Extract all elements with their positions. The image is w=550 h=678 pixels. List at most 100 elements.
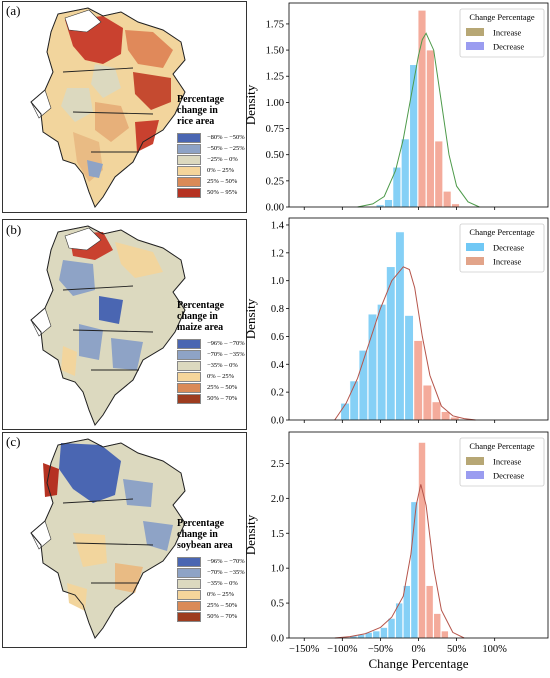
bar — [349, 380, 359, 421]
y-tick-label: 2.0 — [271, 494, 284, 505]
y-tick-label: 1.50 — [266, 46, 284, 57]
chart-legend-label: Decrease — [493, 243, 524, 253]
panel-letter-c: (c) — [6, 434, 21, 449]
chart-legend-label: Increase — [493, 457, 522, 467]
y-tick-label: 1.0 — [271, 276, 284, 287]
bar — [401, 138, 410, 208]
bar — [364, 632, 373, 639]
legend-item: −50% – −25% — [177, 143, 245, 154]
x-tick-label: −50% — [368, 644, 393, 655]
bar — [434, 140, 443, 208]
y-tick-label: 1.75 — [266, 19, 284, 30]
bar — [357, 634, 365, 639]
y-tick-label: 1.25 — [266, 72, 284, 83]
y-tick-label: 1.4 — [271, 220, 285, 231]
bar — [451, 203, 460, 208]
y-tick-label: 0.4 — [271, 360, 285, 371]
legend-label: 50% – 70% — [207, 613, 238, 620]
legend-swatch — [177, 567, 201, 578]
axes-frame — [288, 431, 549, 639]
legend-item: −96% – −70% — [177, 556, 245, 567]
bar — [372, 630, 381, 639]
legend-label: 50% – 95% — [207, 189, 238, 196]
chart-legend-title: Change Percentage — [469, 441, 535, 451]
bar — [395, 602, 403, 639]
legend-label: −25% – 0% — [207, 156, 238, 163]
legend-item: −25% – 0% — [177, 154, 245, 165]
legend-label: −50% – −25% — [207, 145, 245, 152]
x-axis-label: Change Percentage — [369, 656, 469, 671]
x-tick-label: −150% — [289, 644, 320, 655]
bar — [358, 350, 368, 421]
legend-title-c: Percentage change in soybean area — [177, 518, 233, 551]
chart-legend-swatch — [466, 471, 484, 479]
legend-label: −96% – −70% — [207, 340, 245, 347]
bar — [402, 585, 411, 639]
bar — [392, 166, 402, 208]
legend-title-b: Percentage change in maize area — [177, 300, 225, 333]
bar — [387, 618, 396, 639]
legend-item: 50% – 70% — [177, 393, 245, 404]
legend-label: 0% – 25% — [207, 591, 235, 598]
y-tick-label: 1.00 — [266, 98, 284, 109]
axes-frame — [288, 217, 549, 421]
chart-legend-box — [459, 223, 545, 273]
legend-swatch — [177, 132, 201, 143]
bar — [410, 501, 419, 639]
kde-curve — [357, 32, 480, 208]
legend-label: 25% – 50% — [207, 384, 238, 391]
x-tick-label: 100% — [482, 644, 507, 655]
legend-item: −70% – −35% — [177, 567, 245, 578]
legend-swatch — [177, 165, 201, 176]
legend-swatch — [177, 556, 201, 567]
bar — [409, 64, 418, 208]
bar — [367, 313, 378, 421]
y-tick-label: 0.25 — [266, 176, 284, 187]
histogram-2: 0.0 0.5 1.0 1.5 2.0 2.5 −150% −100% −50% 0% 50% 100… — [243, 431, 549, 671]
legend-item: −35% – 0% — [177, 360, 245, 371]
y-tick-label: 1.0 — [271, 564, 284, 575]
y-tick-label: 0.0 — [271, 634, 284, 645]
bar — [425, 585, 434, 639]
chart-legend-label: Increase — [493, 257, 522, 267]
panel-letter-a: (a) — [6, 3, 21, 18]
legend-item: 25% – 50% — [177, 382, 245, 393]
soybean-map — [30, 438, 186, 639]
chart-legend-swatch — [466, 457, 484, 465]
legend-title-a: Percentage change in rice area — [177, 94, 225, 127]
bar — [413, 340, 423, 421]
chart-legend-title: Change Percentage — [469, 12, 535, 22]
y-tick-label: 0.00 — [266, 203, 284, 214]
legend-item: −96% – −70% — [177, 338, 245, 349]
legend-label: 0% – 25% — [207, 373, 235, 380]
legend-item: −70% – −35% — [177, 349, 245, 360]
chart-legend-swatch — [466, 42, 484, 50]
legend-item: −35% – 0% — [177, 578, 245, 589]
legend-label: 50% – 70% — [207, 395, 238, 402]
legend-label: −70% – −35% — [207, 569, 245, 576]
chart-legend-label: Increase — [493, 28, 522, 38]
legend-swatch — [177, 371, 201, 382]
legend-label: 25% – 50% — [207, 602, 238, 609]
legend-swatch — [177, 578, 201, 589]
legend-label: −96% – −70% — [207, 558, 245, 565]
legend-swatch — [177, 382, 201, 393]
legend-swatch — [177, 349, 201, 360]
bar — [340, 402, 350, 421]
legend-swatch — [177, 600, 201, 611]
legend-item: −80% – −50% — [177, 132, 245, 143]
bar — [426, 49, 435, 208]
bar — [450, 416, 460, 421]
chart-legend-swatch — [466, 28, 484, 36]
y-tick-label: 0.5 — [271, 599, 284, 610]
y-tick-label: 0.6 — [271, 332, 284, 343]
bar — [349, 635, 358, 639]
bar — [441, 630, 449, 639]
legend-label: −80% – −50% — [207, 134, 245, 141]
kde-curve — [334, 266, 476, 421]
legend-label: 25% – 50% — [207, 178, 238, 185]
legend-item: 50% – 95% — [177, 187, 245, 198]
legend-swatch — [177, 187, 201, 198]
y-tick-label: 1.5 — [271, 529, 284, 540]
